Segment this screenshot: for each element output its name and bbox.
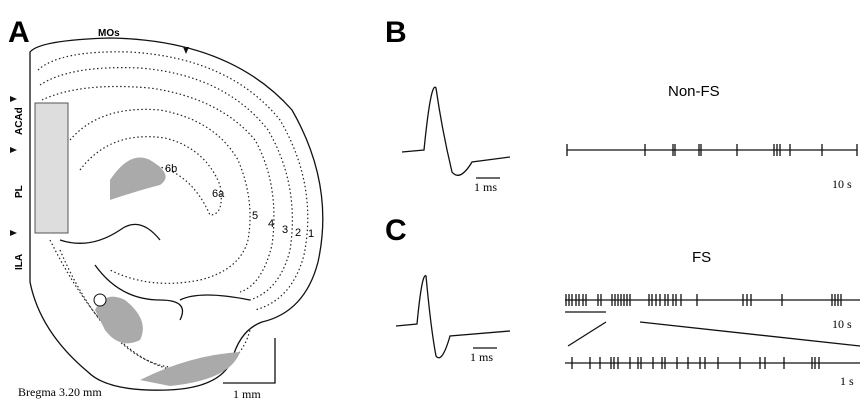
recording-area xyxy=(35,103,68,233)
zoom-connector xyxy=(568,322,860,346)
brain-outline xyxy=(30,38,323,390)
scale-label: 1 s xyxy=(840,374,854,388)
panel-label: B xyxy=(385,16,407,49)
caption: Bregma 3.20 mm xyxy=(18,385,102,399)
waveform xyxy=(396,276,510,358)
region-label: MOs xyxy=(98,28,120,39)
panel-label: C xyxy=(385,214,407,247)
title: FS xyxy=(692,249,711,266)
scale-label: 10 s xyxy=(832,317,852,331)
layer-label: 2 xyxy=(295,227,301,239)
scale-label: 10 s xyxy=(832,177,852,191)
zoomed-train xyxy=(565,357,860,369)
figure: A MOs ACAd PL ILA 6b 6a 5 4 3 2 1 Bregma… xyxy=(0,0,864,403)
spike-train xyxy=(565,294,860,306)
contour xyxy=(60,224,250,320)
spike-train xyxy=(567,144,857,156)
layer-boundary xyxy=(60,250,220,368)
layer-label: 6a xyxy=(212,188,225,200)
white-matter xyxy=(110,158,166,201)
scale-label: 1 ms xyxy=(474,180,497,194)
white-matter xyxy=(140,352,240,386)
layer-label: 3 xyxy=(282,224,288,236)
ventricle xyxy=(94,294,106,306)
layer-boundary xyxy=(42,87,274,293)
region-label: ILA xyxy=(14,254,25,270)
scale-label: 1 mm xyxy=(233,387,261,401)
layer-label: 4 xyxy=(268,218,274,230)
layer-boundary xyxy=(38,52,308,310)
panel-label: A xyxy=(8,16,30,49)
layer-boundary xyxy=(40,68,292,300)
scale-label: 1 ms xyxy=(470,350,493,364)
waveform xyxy=(402,87,510,175)
region-label: ACAd xyxy=(14,107,25,135)
layer-label: 5 xyxy=(252,210,258,222)
region-label: PL xyxy=(14,185,25,198)
layer-label: 1 xyxy=(308,228,314,240)
title: Non-FS xyxy=(668,83,720,100)
layer-label: 6b xyxy=(165,163,177,175)
layer-boundary xyxy=(50,240,250,372)
